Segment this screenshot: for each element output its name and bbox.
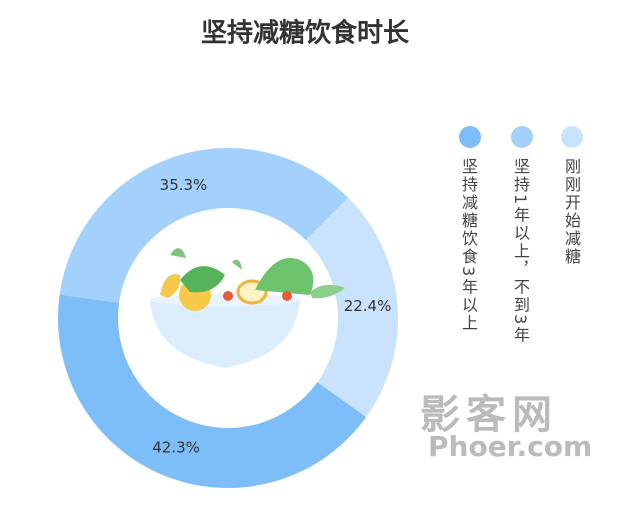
salad-illustration [149, 248, 345, 368]
legend-marker [511, 126, 533, 148]
legend-marker [561, 126, 583, 148]
data-label: 35.3% [160, 176, 208, 194]
pie-slice [59, 147, 349, 303]
legend-label: 坚持1年以上，不到3年 [511, 158, 530, 345]
legend-label: 坚持减糖饮食3年以上 [459, 158, 478, 333]
legend-label: 刚刚开始减糖 [562, 158, 581, 266]
chart-title: 坚持减糖饮食时长 [201, 18, 410, 49]
data-label: 22.4% [344, 297, 392, 315]
watermark-title: 影客网 [420, 392, 558, 438]
legend-marker [459, 126, 481, 148]
pie-slice [305, 197, 399, 418]
watermark-site: Phoer.com [428, 430, 593, 463]
pie-slice [58, 294, 367, 488]
data-label: 42.3% [152, 439, 200, 457]
